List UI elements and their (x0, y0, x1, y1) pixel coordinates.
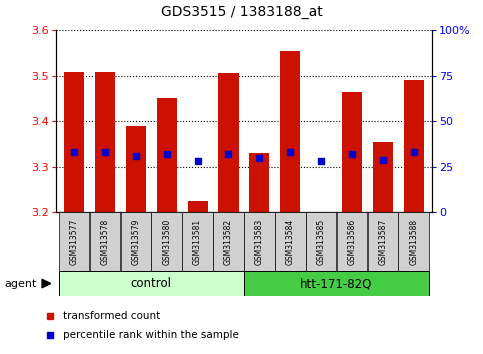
Bar (244, 271, 429, 296)
Text: GSM313578: GSM313578 (100, 218, 110, 265)
Bar (342, 92, 362, 212)
Polygon shape (42, 279, 51, 288)
Text: GSM313581: GSM313581 (193, 218, 202, 265)
Text: GSM313582: GSM313582 (224, 218, 233, 265)
Bar (373, 142, 393, 212)
Bar (218, 73, 239, 212)
Bar (64, 73, 84, 212)
Bar (90, 212, 120, 271)
Bar (306, 212, 336, 271)
Text: GSM313577: GSM313577 (70, 218, 79, 265)
Text: agent: agent (5, 279, 37, 289)
Text: percentile rank within the sample: percentile rank within the sample (63, 330, 239, 340)
Bar (249, 153, 270, 212)
Bar (368, 212, 398, 271)
Text: GSM313580: GSM313580 (162, 218, 171, 265)
Text: GSM313586: GSM313586 (347, 218, 356, 265)
Bar (398, 212, 429, 271)
Bar (187, 201, 208, 212)
Text: GSM313587: GSM313587 (378, 218, 387, 265)
Bar (182, 212, 213, 271)
Text: GSM313585: GSM313585 (317, 218, 326, 265)
Text: transformed count: transformed count (63, 311, 160, 321)
Bar (126, 126, 146, 212)
Bar (404, 80, 424, 212)
Text: GSM313584: GSM313584 (286, 218, 295, 265)
Text: GSM313588: GSM313588 (409, 218, 418, 265)
Bar (244, 212, 275, 271)
Bar (59, 212, 89, 271)
Bar (152, 212, 182, 271)
Bar (213, 212, 244, 271)
Bar (95, 72, 115, 212)
Bar (337, 212, 367, 271)
Text: GSM313579: GSM313579 (131, 218, 141, 265)
Bar (275, 212, 306, 271)
Bar (156, 98, 177, 212)
Text: GSM313583: GSM313583 (255, 218, 264, 265)
Text: control: control (131, 277, 172, 290)
Bar (280, 51, 300, 212)
Text: htt-171-82Q: htt-171-82Q (300, 277, 373, 290)
Bar (59, 271, 244, 296)
Bar (121, 212, 151, 271)
Text: GDS3515 / 1383188_at: GDS3515 / 1383188_at (161, 5, 322, 19)
